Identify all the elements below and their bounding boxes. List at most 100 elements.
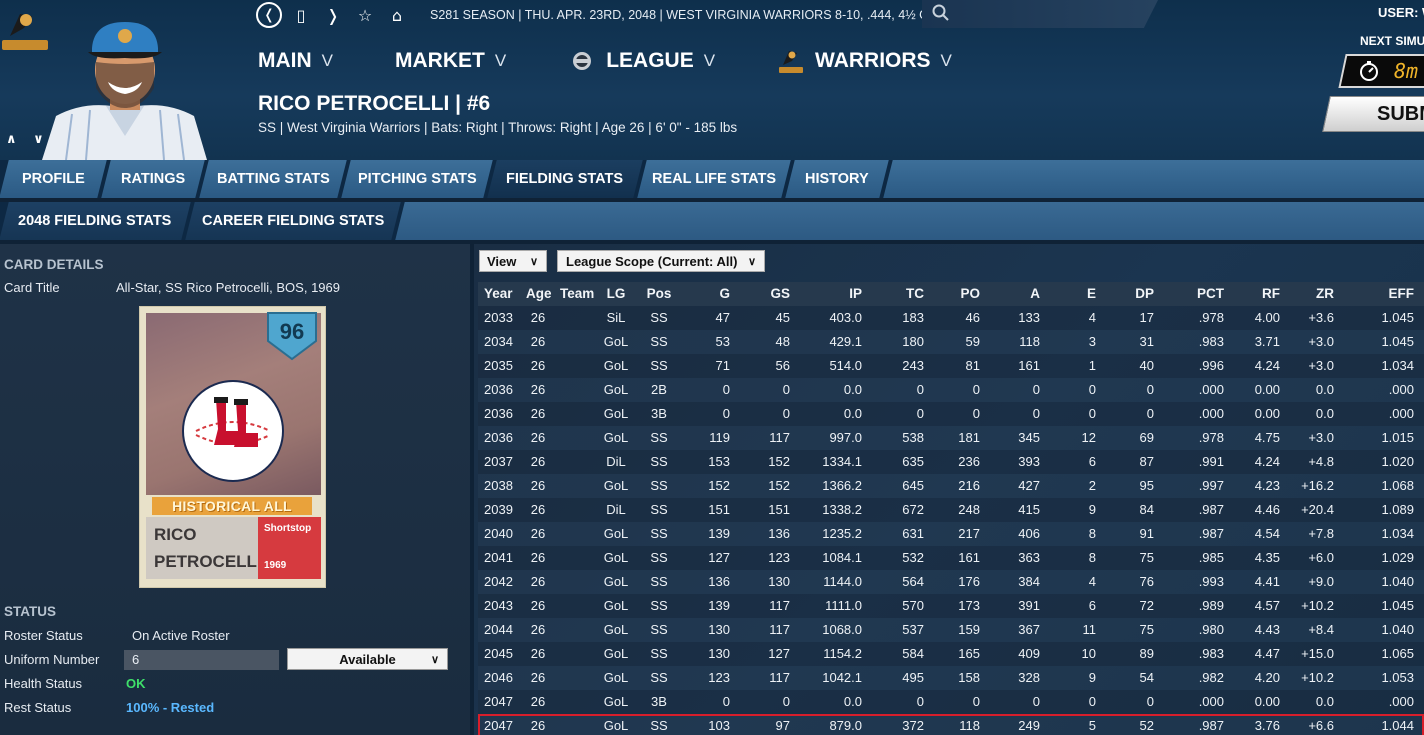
table-cell-g: 119 xyxy=(709,430,730,445)
column-header-age[interactable]: Age xyxy=(526,286,552,301)
home-icon[interactable]: ⌂ xyxy=(391,5,403,25)
column-header-a[interactable]: A xyxy=(1030,286,1040,301)
submit-label: SUBM xyxy=(1377,103,1424,125)
column-header-ip[interactable]: IP xyxy=(849,286,862,301)
tab-real-life-stats[interactable]: REAL LIFE STATS xyxy=(637,160,791,198)
menu-market[interactable]: MARKET V xyxy=(395,49,506,73)
table-cell-eff: 1.029 xyxy=(1381,550,1414,565)
table-cell-pos: SS xyxy=(650,718,668,733)
subtab-2048-fielding-stats[interactable]: 2048 FIELDING STATS xyxy=(0,202,191,240)
table-cell-rf: 4.00 xyxy=(1254,310,1280,325)
table-row[interactable]: 2042 26 GoL SS 136 130 1144.0 564 176 384 4 76 .993 4… xyxy=(478,570,1424,594)
column-header-lg[interactable]: LG xyxy=(606,286,626,301)
tab-history[interactable]: HISTORY xyxy=(785,160,889,198)
column-header-year[interactable]: Year xyxy=(484,286,513,301)
table-row[interactable]: 2034 26 GoL SS 53 48 429.1 180 59 118 3 31 .983 3.71 +… xyxy=(478,330,1424,354)
player-card[interactable]: 96 HISTORICAL ALL STAR RICO PETROCELLI S… xyxy=(139,306,326,588)
chevron-down-icon: V xyxy=(321,51,334,70)
back-icon[interactable]: ❬ xyxy=(256,2,282,28)
menu-league[interactable]: LEAGUE V xyxy=(568,47,715,75)
table-cell-age: 26 xyxy=(530,622,546,637)
table-row[interactable]: 2038 26 GoL SS 152 152 1366.2 645 216 427 2 95 .997 4… xyxy=(478,474,1424,498)
menu-warriors-label: WARRIORS xyxy=(815,49,931,72)
table-row[interactable]: 2043 26 GoL SS 139 117 1111.0 570 173 391 6 72 .989 4… xyxy=(478,594,1424,618)
column-header-rf[interactable]: RF xyxy=(1262,286,1280,301)
fielding-subtabs: 2048 FIELDING STATS CAREER FIELDING STAT… xyxy=(0,202,1424,240)
table-cell-g: 152 xyxy=(708,478,730,493)
column-header-e[interactable]: E xyxy=(1086,286,1096,301)
table-cell-tc: 645 xyxy=(902,478,924,493)
table-cell-gs: 48 xyxy=(775,334,790,349)
table-row[interactable]: 2044 26 GoL SS 130 117 1068.0 537 159 367 11 75 .980… xyxy=(478,618,1424,642)
warriors-logo-icon[interactable] xyxy=(0,6,50,56)
player-nav-arrows[interactable]: ∧ ∨ xyxy=(6,132,50,147)
table-row[interactable]: 2045 26 GoL SS 130 127 1154.2 584 165 409 10 89 .983… xyxy=(478,642,1424,666)
tab-batting-stats[interactable]: BATTING STATS xyxy=(199,160,347,198)
star-icon[interactable]: ☆ xyxy=(357,5,373,25)
table-cell-year: 2039 xyxy=(484,502,513,517)
table-row[interactable]: 2047 26 GoL 3B 0 0 0.0 0 0 0 0 0.000 0.00 0.0.000 xyxy=(478,690,1424,714)
column-header-pos[interactable]: Pos xyxy=(646,286,672,301)
table-cell-g: 123 xyxy=(708,670,730,685)
table-cell-ip: 403.0 xyxy=(829,310,862,325)
column-header-team[interactable]: Team xyxy=(560,286,595,301)
table-cell-year: 2036 xyxy=(484,406,513,421)
sim-timer[interactable]: 8m xyxy=(1338,54,1424,88)
table-cell-a: 249 xyxy=(1018,718,1040,733)
submit-button[interactable]: SUBM xyxy=(1322,96,1424,132)
tab-fielding-stats[interactable]: FIELDING STATS xyxy=(487,160,643,198)
tab-ratings[interactable]: RATINGS xyxy=(101,160,205,198)
menu-warriors[interactable]: WARRIORS V xyxy=(777,47,952,75)
table-row[interactable]: 2046 26 GoL SS 123 117 1042.1 495 158 328 9 54 .982 4… xyxy=(478,666,1424,690)
table-row[interactable]: 2033 26 SiL SS 47 45 403.0 183 46 133 4 17 .978 4.00 +… xyxy=(478,306,1424,330)
table-row[interactable]: 2041 26 GoL SS 127 123 1084.1 532 161 363 8 75 .985 4… xyxy=(478,546,1424,570)
uniform-number-field[interactable]: 6 xyxy=(124,650,279,670)
column-header-gs[interactable]: GS xyxy=(770,286,790,301)
view-dropdown[interactable]: View ∨ xyxy=(479,250,547,272)
table-cell-lg: GoL xyxy=(603,646,629,661)
chevron-down-icon: ∨ xyxy=(430,654,439,666)
league-scope-dropdown[interactable]: League Scope (Current: All) ∨ xyxy=(557,250,765,272)
tab-profile[interactable]: PROFILE xyxy=(0,160,107,198)
bookmark-icon[interactable]: ▯ xyxy=(296,5,306,25)
forward-icon[interactable]: ❭ xyxy=(326,5,340,25)
table-cell-pct: .985 xyxy=(1198,550,1224,565)
column-header-eff[interactable]: EFF xyxy=(1388,286,1415,301)
column-header-dp[interactable]: DP xyxy=(1135,286,1154,301)
table-row[interactable]: 2036 26 GoL 2B 0 0 0.0 0 0 0 0 0.000 0.00 0.0.000 xyxy=(478,378,1424,402)
table-row[interactable]: 2036 26 GoL 3B 0 0 0.0 0 0 0 0 0.000 0.00 0.0.000 xyxy=(478,402,1424,426)
table-cell-g: 130 xyxy=(708,622,730,637)
chevron-down-icon: V xyxy=(703,51,716,70)
table-cell-zr: +3.6 xyxy=(1308,310,1334,325)
table-cell-eff: 1.045 xyxy=(1381,598,1414,613)
column-header-g[interactable]: G xyxy=(719,286,730,301)
table-row[interactable]: 2039 26 DiL SS 151 151 1338.2 672 248 415 9 84 .987 4… xyxy=(478,498,1424,522)
search-input[interactable] xyxy=(922,0,1158,28)
table-cell-gs: 0 xyxy=(782,406,790,421)
table-cell-year: 2036 xyxy=(484,382,513,397)
search-icon[interactable] xyxy=(932,4,950,22)
availability-select[interactable]: Available ∨ xyxy=(287,648,448,670)
column-header-pct[interactable]: PCT xyxy=(1197,286,1224,301)
user-label[interactable]: USER: W xyxy=(1378,5,1424,20)
column-header-po[interactable]: PO xyxy=(960,286,980,301)
tab-pitching-stats[interactable]: PITCHING STATS xyxy=(341,160,493,198)
table-cell-g: 151 xyxy=(708,502,730,517)
table-row[interactable]: 2047 26 GoL SS 103 97 879.0 372 118 249 5 52 .987 3.7… xyxy=(478,714,1424,735)
status-title: STATUS xyxy=(4,604,56,619)
menu-main[interactable]: MAIN V xyxy=(258,49,333,73)
table-cell-zr: 0.0 xyxy=(1315,382,1334,397)
subtab-career-fielding-stats[interactable]: CAREER FIELDING STATS xyxy=(185,202,401,240)
chevron-down-icon: ∨ xyxy=(747,256,756,268)
chevron-down-icon: V xyxy=(494,51,507,70)
table-row[interactable]: 2040 26 GoL SS 139 136 1235.2 631 217 406 8 91 .987 4… xyxy=(478,522,1424,546)
table-cell-lg: GoL xyxy=(603,670,629,685)
fielding-stats-table: Year Age Team LG Pos G GS IP TC PO A E DP PCT RF ZR EFF 2… xyxy=(478,282,1424,735)
table-row[interactable]: 2035 26 GoL SS 71 56 514.0 243 81 161 1 40 .996 4.24 +… xyxy=(478,354,1424,378)
table-cell-year: 2044 xyxy=(484,622,513,637)
table-row[interactable]: 2036 26 GoL SS 119 117 997.0 538 181 345 12 69 .978 4… xyxy=(478,426,1424,450)
column-header-zr[interactable]: ZR xyxy=(1316,286,1334,301)
table-cell-e: 12 xyxy=(1081,430,1096,445)
table-row[interactable]: 2037 26 DiL SS 153 152 1334.1 635 236 393 6 87 .991 4… xyxy=(478,450,1424,474)
column-header-tc[interactable]: TC xyxy=(906,286,924,301)
